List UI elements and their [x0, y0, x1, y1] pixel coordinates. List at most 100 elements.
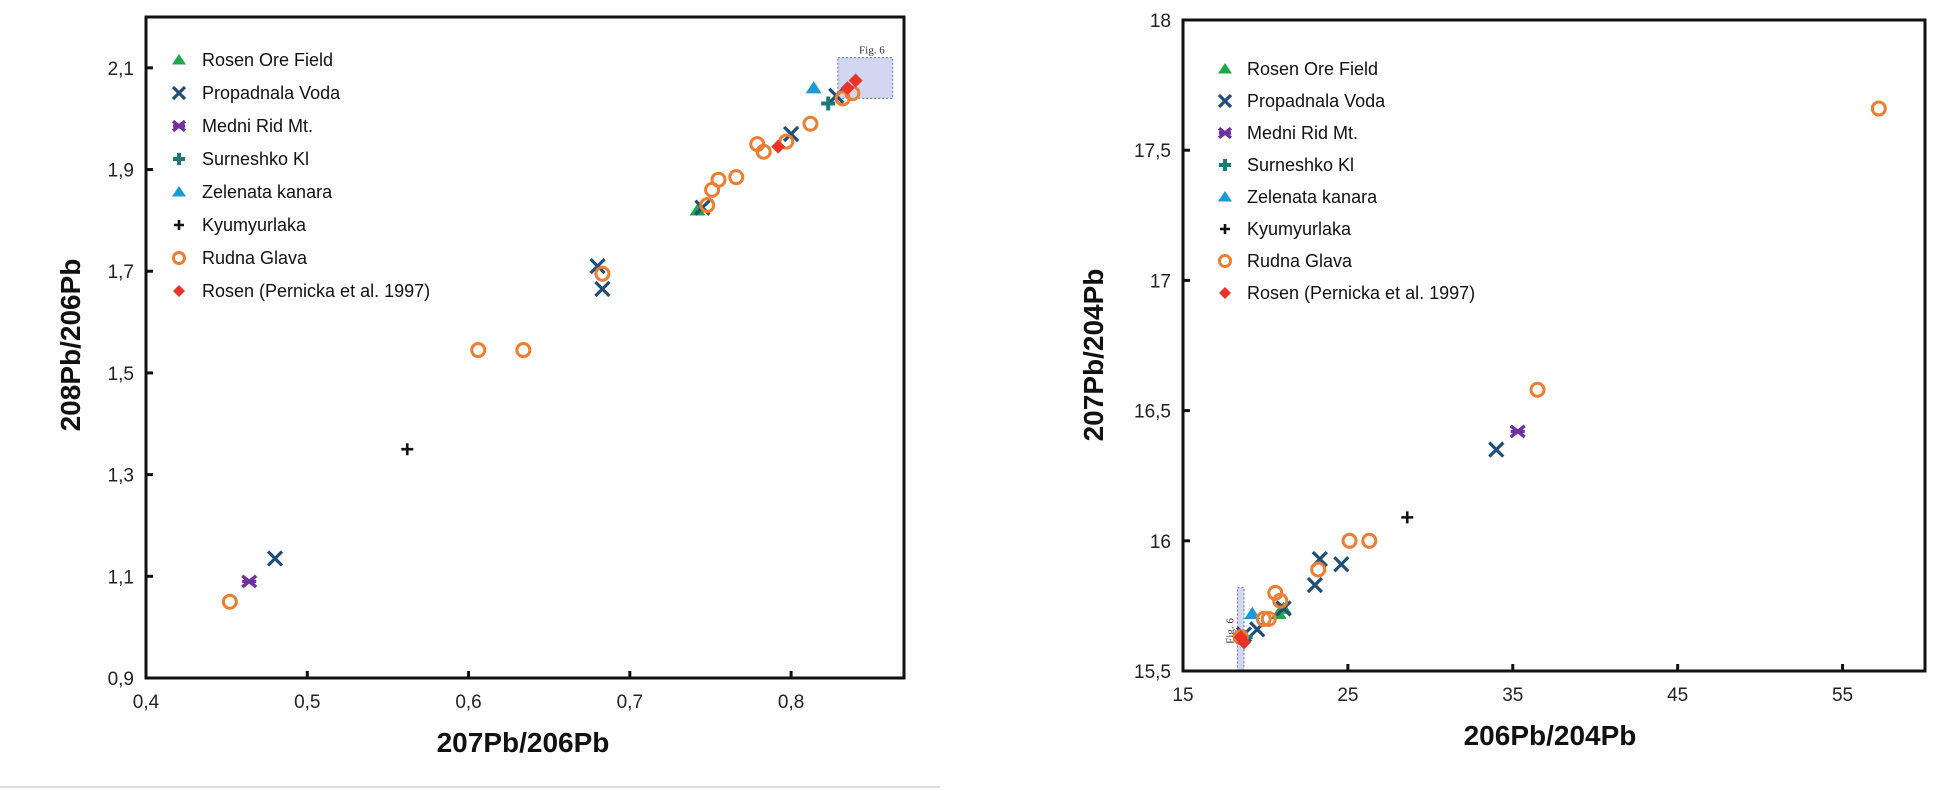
y-tick-label: 1,3	[108, 466, 134, 487]
data-point	[1529, 381, 1546, 398]
data-point	[1275, 600, 1292, 617]
legend-marker	[1219, 287, 1231, 299]
legend-label: Kyumyurlaka	[1247, 219, 1352, 239]
data-point	[470, 342, 487, 359]
data-point	[1260, 610, 1277, 627]
plot-frame	[1181, 18, 1927, 673]
legend-label: Rudna Glava	[202, 248, 308, 268]
data-point	[802, 115, 819, 132]
series-rudna-glava	[1232, 100, 1887, 646]
data-point	[848, 73, 863, 88]
data-point	[1870, 100, 1887, 117]
legend-marker	[171, 119, 187, 133]
x-tick-label: 55	[1832, 685, 1853, 706]
legend-label: Rosen Ore Field	[202, 50, 333, 70]
data-point	[221, 593, 238, 610]
data-point	[1361, 532, 1378, 549]
series-zelenata-kanara	[805, 81, 822, 94]
data-point	[1237, 635, 1252, 650]
series-kyumyurlaka	[1401, 511, 1414, 524]
data-point	[1306, 576, 1324, 594]
legend: Rosen Ore Field Propadnala Voda Medni Rid …	[171, 50, 430, 301]
series-rudna-glava	[221, 85, 861, 610]
legend-marker	[1220, 224, 1230, 234]
data-point	[755, 143, 772, 160]
y-axis-label: 208Pb/206Pb	[55, 259, 86, 432]
y-tick-label: 18	[1150, 11, 1171, 32]
y-tick-label: 2,1	[108, 59, 134, 80]
legend-marker	[1217, 93, 1233, 109]
legend-label: Surneshko Kl	[1247, 155, 1354, 175]
chart-207-vs-206: 206Pb/204Pb 207Pb/204Pb Fig. 615 25 35 45 55…	[1078, 11, 1927, 751]
legend-label: Kyumyurlaka	[202, 215, 307, 235]
inset-label: Fig. 6	[859, 45, 885, 57]
data-point	[594, 280, 611, 298]
y-tick-label: 16,5	[1134, 402, 1171, 423]
legend-marker	[1217, 126, 1233, 140]
y-tick-label: 1,5	[108, 364, 134, 385]
series-propadnala-voda	[266, 87, 845, 567]
series-medni-rid-mt	[241, 574, 258, 589]
x-tick-label: 0,8	[778, 692, 804, 713]
data-point	[1488, 441, 1505, 458]
legend-marker	[174, 220, 184, 230]
legend-marker	[173, 153, 185, 165]
data-point	[241, 574, 258, 589]
y-axis-label: 207Pb/204Pb	[1078, 269, 1109, 442]
series-rosen-pernicka-et-al-1997	[771, 73, 863, 154]
data-point	[1401, 511, 1414, 524]
plot-frame	[144, 15, 906, 680]
legend-label: Rudna Glava	[1247, 251, 1353, 271]
legend-marker	[172, 186, 186, 197]
legend-label: Zelenata kanara	[1247, 187, 1378, 207]
data-point	[1341, 532, 1358, 549]
chart-208-vs-207: 207Pb/206Pb 208Pb/206Pb Fig. 6 0,4 0,5 0,6 0…	[55, 15, 906, 758]
x-tick-label: 0,7	[617, 692, 643, 713]
legend-label: Rosen (Pernicka et al. 1997)	[1247, 283, 1475, 303]
legend-label: Medni Rid Mt.	[202, 116, 313, 136]
data-point	[589, 258, 606, 275]
legend-marker	[1218, 63, 1232, 74]
series-kyumyurlaka	[401, 443, 414, 456]
data-point	[805, 81, 822, 94]
x-axis-label: 207Pb/206Pb	[437, 727, 610, 758]
data-point	[1509, 424, 1526, 439]
series-surneshko-kl	[821, 96, 836, 111]
y-tick-label: 0,9	[108, 669, 134, 690]
data-point	[689, 203, 706, 216]
legend-label: Rosen (Pernicka et al. 1997)	[202, 281, 430, 301]
series-medni-rid-mt	[1509, 424, 1526, 439]
legend-marker	[1219, 159, 1231, 171]
data-point	[515, 342, 532, 359]
data-point	[1333, 556, 1350, 573]
series-zelenata-kanara	[1244, 606, 1261, 619]
x-tick-label: 15	[1172, 685, 1193, 706]
x-tick-label: 0,4	[133, 692, 160, 713]
x-axis-label: 206Pb/204Pb	[1464, 720, 1637, 751]
y-tick-label: 15,5	[1134, 662, 1171, 683]
data-point	[266, 550, 284, 567]
data-point	[710, 171, 727, 188]
data-point	[1244, 606, 1261, 619]
legend-label: Zelenata kanara	[202, 182, 333, 202]
legend-marker	[1218, 254, 1232, 268]
data-point	[401, 443, 414, 456]
y-tick-label: 1,7	[108, 262, 134, 283]
legend-marker	[171, 85, 187, 101]
legend-label: Propadnala Voda	[202, 83, 341, 103]
data-point	[821, 96, 836, 111]
y-tick-label: 16	[1150, 532, 1171, 553]
x-tick-label: 35	[1502, 685, 1523, 706]
legend-marker	[1218, 191, 1232, 202]
y-tick-label: 1,9	[108, 161, 134, 182]
x-tick-label: 25	[1337, 685, 1358, 706]
y-tick-label: 1,1	[108, 567, 134, 588]
data-point	[728, 169, 745, 186]
series-rosen-pernicka-et-al-1997	[1233, 630, 1252, 650]
data-point	[1272, 592, 1289, 609]
legend: Rosen Ore Field Propadnala Voda Medni Rid …	[1217, 59, 1475, 303]
data-point	[840, 81, 855, 96]
legend-marker	[172, 251, 186, 265]
data-point	[1310, 561, 1327, 578]
data-point	[782, 125, 800, 143]
